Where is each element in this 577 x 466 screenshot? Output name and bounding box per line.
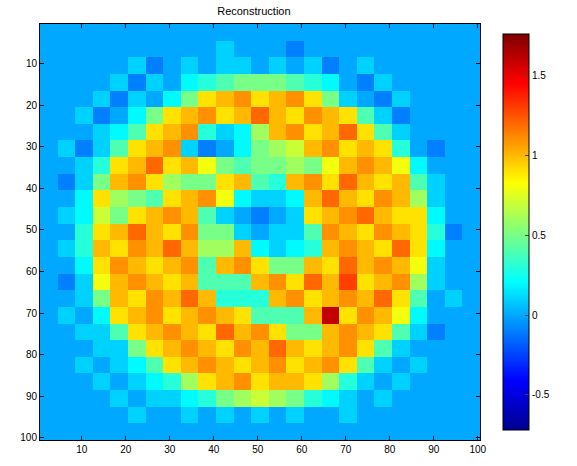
svg-text:50: 50	[252, 444, 264, 455]
svg-text:90: 90	[26, 391, 38, 402]
svg-text:Reconstruction: Reconstruction	[217, 5, 290, 17]
svg-text:60: 60	[296, 444, 308, 455]
svg-text:100: 100	[20, 432, 37, 443]
svg-text:50: 50	[26, 224, 38, 235]
svg-text:10: 10	[76, 444, 88, 455]
svg-text:1: 1	[532, 150, 538, 161]
svg-text:0: 0	[532, 310, 538, 321]
svg-text:70: 70	[26, 308, 38, 319]
svg-text:20: 20	[120, 444, 132, 455]
svg-text:80: 80	[26, 349, 38, 360]
svg-text:40: 40	[208, 444, 220, 455]
svg-text:1.5: 1.5	[532, 70, 546, 81]
svg-text:100: 100	[469, 444, 486, 455]
svg-text:30: 30	[164, 444, 176, 455]
svg-text:70: 70	[340, 444, 352, 455]
svg-text:10: 10	[26, 58, 38, 69]
svg-text:0.5: 0.5	[532, 230, 546, 241]
svg-text:-0.5: -0.5	[532, 389, 550, 400]
svg-text:60: 60	[26, 266, 38, 277]
svg-text:40: 40	[26, 183, 38, 194]
svg-text:90: 90	[428, 444, 440, 455]
svg-text:30: 30	[26, 141, 38, 152]
svg-text:80: 80	[384, 444, 396, 455]
svg-text:20: 20	[26, 100, 38, 111]
